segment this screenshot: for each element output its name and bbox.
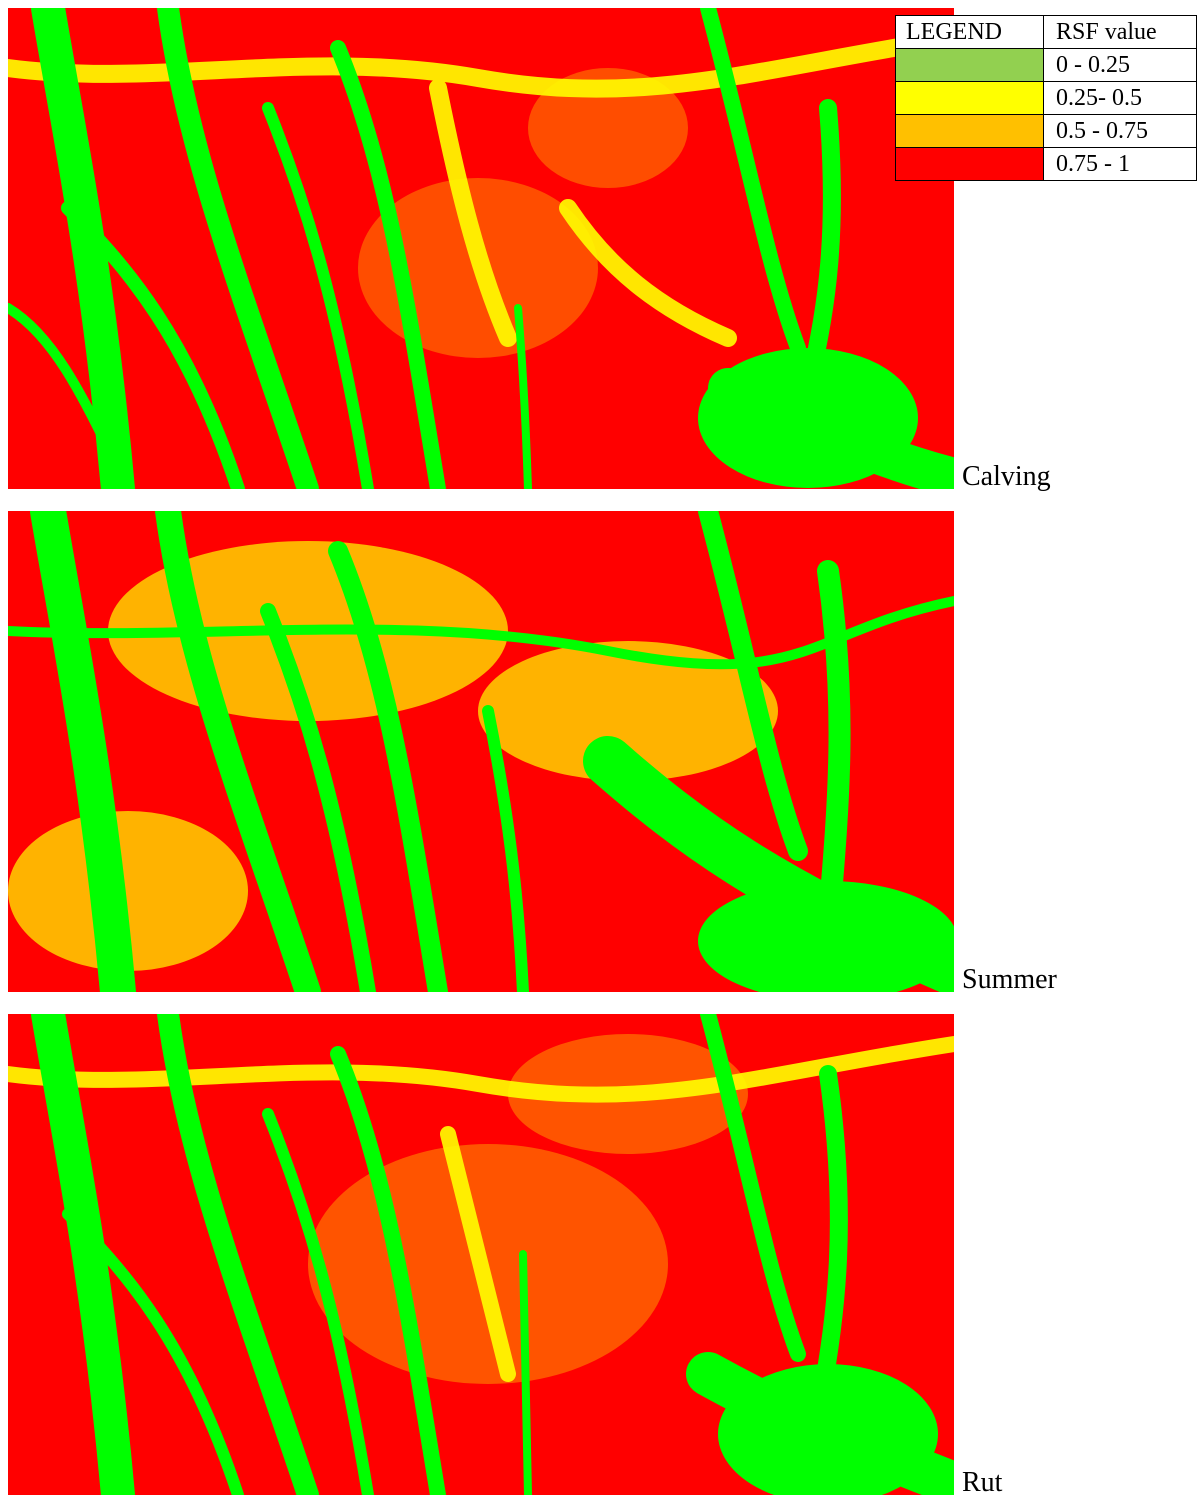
calving-map — [8, 8, 954, 489]
legend-row: 0.75 - 1 — [895, 147, 1197, 181]
rut-label: Rut — [962, 1467, 1003, 1498]
map-legend: LEGEND RSF value 0 - 0.25 0.25- 0.5 0.5 … — [895, 15, 1197, 181]
legend-header-row: LEGEND RSF value — [895, 15, 1197, 49]
calving-label: Calving — [962, 461, 1051, 492]
summer-map — [8, 511, 954, 992]
legend-row: 0.5 - 0.75 — [895, 114, 1197, 148]
legend-swatch — [895, 114, 1044, 148]
legend-range: 0.5 - 0.75 — [1043, 114, 1197, 148]
legend-range: 0 - 0.25 — [1043, 48, 1197, 82]
legend-value-header: RSF value — [1043, 15, 1197, 49]
calving-raster — [8, 8, 954, 489]
rut-map — [8, 1014, 954, 1495]
legend-swatch — [895, 81, 1044, 115]
legend-title: LEGEND — [895, 15, 1044, 49]
legend-swatch — [895, 48, 1044, 82]
rut-raster — [8, 1014, 954, 1495]
legend-row: 0.25- 0.5 — [895, 81, 1197, 115]
summer-raster — [8, 511, 954, 992]
legend-range: 0.25- 0.5 — [1043, 81, 1197, 115]
legend-row: 0 - 0.25 — [895, 48, 1197, 82]
legend-range: 0.75 - 1 — [1043, 147, 1197, 181]
summer-label: Summer — [962, 964, 1057, 995]
legend-swatch — [895, 147, 1044, 181]
